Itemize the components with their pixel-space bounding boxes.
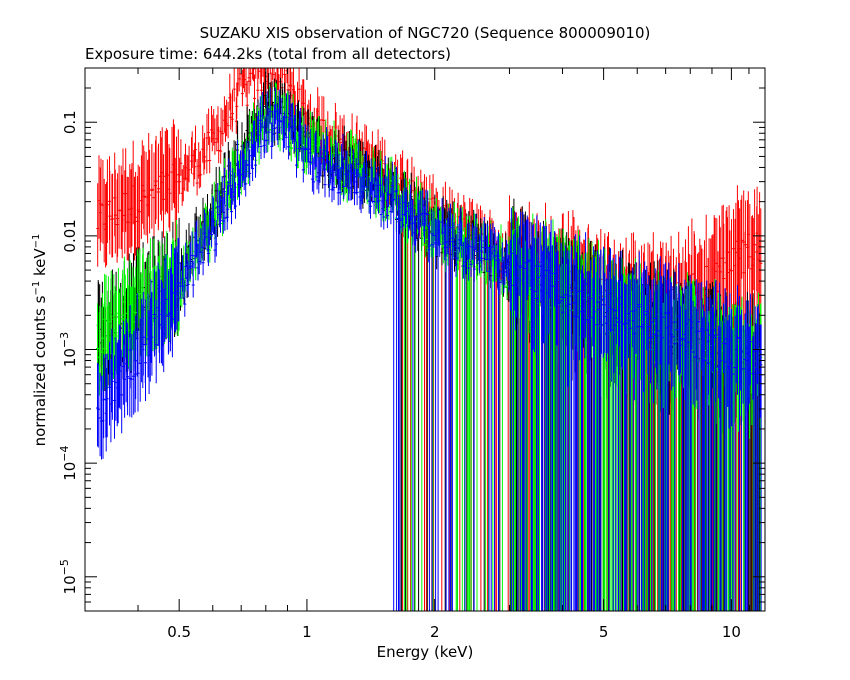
y-tick-exponent: −5 [58, 559, 71, 575]
y-axis-label-mid: keV [31, 248, 49, 281]
chart-title: SUZAKU XIS observation of NGC720 (Sequen… [200, 24, 651, 42]
y-tick-label: 0.01 [61, 219, 79, 252]
y-axis-label: normalized counts s−1 keV−1 [31, 234, 49, 447]
y-tick-label: 10−3 [58, 332, 79, 367]
y-tick-exponent: −3 [58, 332, 71, 348]
x-tick-label: 1 [302, 623, 312, 641]
y-tick-label: 10−4 [58, 445, 79, 480]
y-tick-label: 0.1 [61, 110, 79, 134]
y-axis-label-main: normalized counts s [31, 295, 49, 446]
data-layer [96, 67, 763, 611]
y-tick-mantissa: 10 [61, 348, 79, 367]
x-tick-label: 10 [722, 623, 741, 641]
y-tick-label: 10−5 [58, 559, 79, 594]
y-tick-exponent: −4 [58, 445, 71, 461]
y-tick-mantissa: 10 [61, 462, 79, 481]
y-axis-label-sup1: −1 [31, 281, 42, 296]
chart-subtitle: Exposure time: 644.2ks (total from all d… [85, 45, 451, 63]
x-tick-label: 5 [599, 623, 609, 641]
x-tick-label: 2 [430, 623, 440, 641]
y-axis-label-sup2: −1 [31, 234, 42, 249]
x-axis-label: Energy (keV) [377, 643, 474, 661]
y-tick-mantissa: 10 [61, 575, 79, 594]
x-tick-label: 0.5 [167, 623, 191, 641]
plot-frame [84, 67, 766, 612]
spectrum-series-4 [96, 87, 763, 611]
